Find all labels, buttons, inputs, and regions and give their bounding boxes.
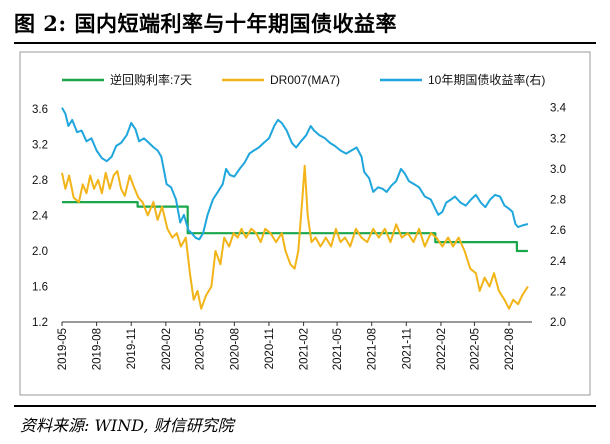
series-line-2: [61, 107, 529, 241]
footer-rule: [14, 405, 596, 407]
y-left-tick-label: 3.6: [32, 104, 48, 116]
x-tick-label: 2019-11: [126, 328, 138, 369]
y-right-tick-label: 2.8: [550, 195, 566, 207]
y-left-tick-label: 2.0: [32, 246, 48, 258]
series-line-0: [62, 201, 528, 253]
y-right-tick-label: 2.0: [550, 317, 566, 329]
x-tick-label: 2022-08: [504, 328, 516, 370]
legend-label-2: 10年期国债收益率(右): [428, 72, 545, 87]
x-tick-label: 2021-05: [332, 328, 344, 370]
x-tick-label: 2021-02: [299, 328, 311, 370]
x-tick-label: 2019-05: [57, 328, 69, 370]
y-right-tick-label: 3.4: [550, 103, 567, 115]
y-left-tick-label: 2.8: [32, 175, 48, 187]
legend-label-1: DR007(MA7): [270, 73, 340, 87]
chart-frame: [19, 51, 591, 396]
y-left-tick-label: 3.2: [32, 139, 48, 151]
legend-label-0: 逆回购利率:7天: [110, 72, 192, 87]
series-line-1: [61, 164, 529, 310]
source-note: 资料来源: WIND, 财信研究院: [20, 416, 234, 435]
y-right-tick-label: 2.6: [550, 225, 566, 237]
chart-title: 图 2: 国内短端利率与十年期国债收益率: [14, 11, 397, 36]
x-tick-label: 2020-11: [264, 328, 276, 369]
x-tick-label: 2020-05: [195, 328, 207, 370]
x-tick-label: 2019-08: [92, 328, 104, 370]
x-tick-label: 2022-05: [469, 328, 481, 370]
y-right-tick-label: 3.0: [550, 164, 566, 176]
y-right-tick-label: 3.2: [550, 133, 566, 145]
x-tick-label: 2020-02: [161, 328, 173, 370]
x-tick-label: 2021-08: [367, 328, 379, 370]
title-rule: [14, 42, 596, 44]
x-tick-label: 2022-02: [436, 328, 448, 370]
x-tick-label: 2020-08: [229, 328, 241, 370]
y-right-tick-label: 2.4: [550, 256, 567, 268]
y-right-tick-label: 2.2: [550, 286, 566, 298]
x-tick-label: 2021-11: [401, 328, 413, 369]
y-left-tick-label: 2.4: [32, 210, 49, 222]
y-left-tick-label: 1.2: [32, 317, 48, 329]
y-left-tick-label: 1.6: [32, 281, 48, 293]
